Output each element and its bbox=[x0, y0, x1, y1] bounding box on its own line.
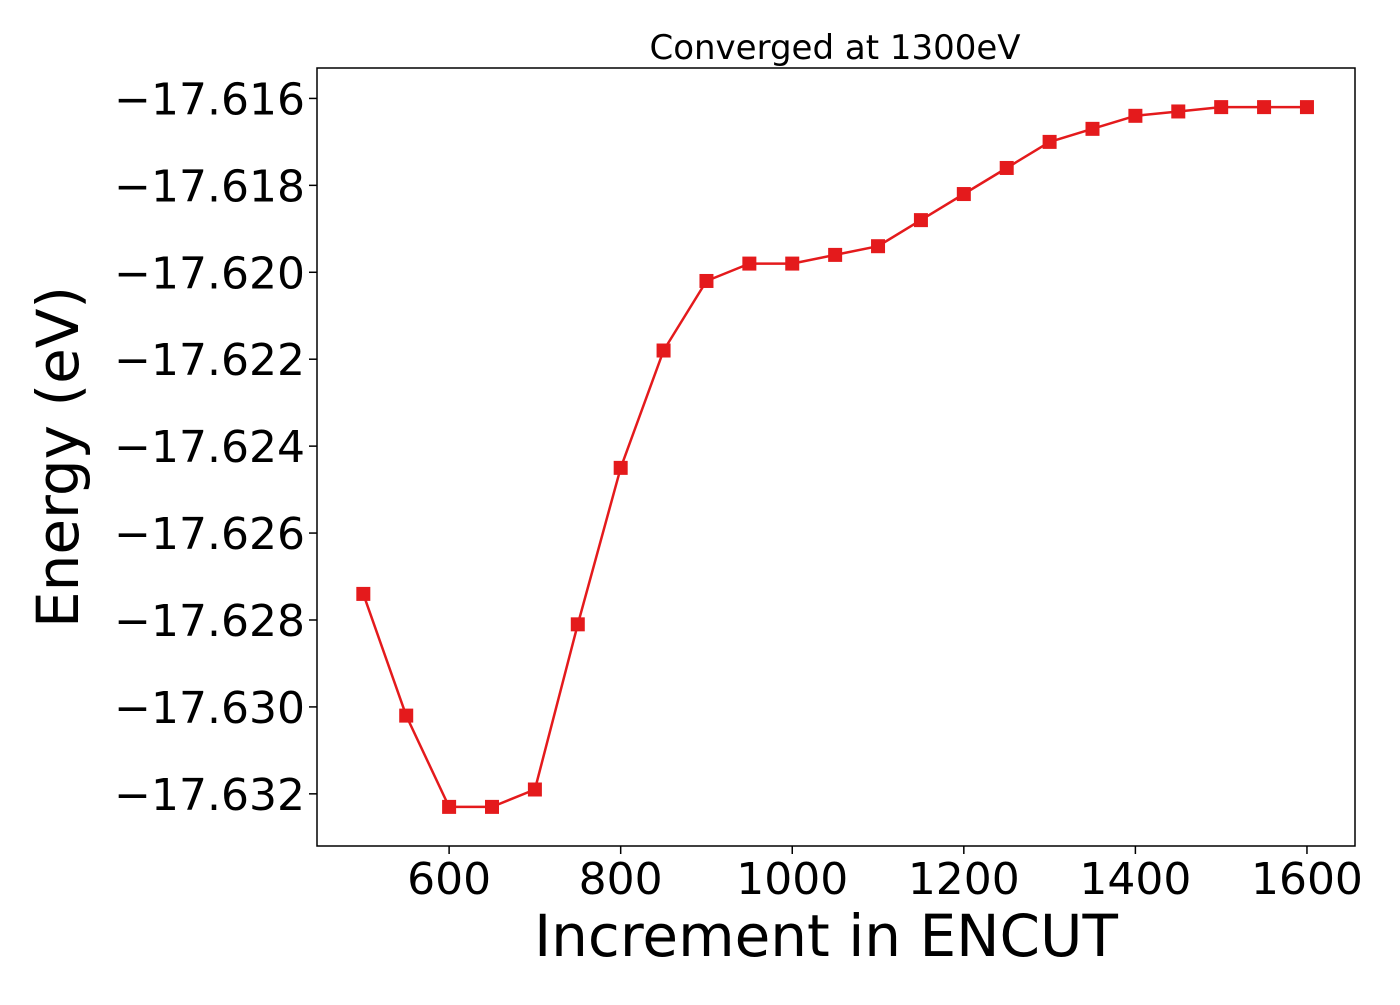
y-axis-label: Energy (eV) bbox=[24, 286, 92, 628]
x-tick-label: 1600 bbox=[1251, 854, 1363, 905]
data-point-marker bbox=[871, 239, 886, 254]
y-tick-label: −17.632 bbox=[114, 770, 305, 821]
y-tick-label: −17.628 bbox=[114, 596, 305, 647]
data-point-marker bbox=[956, 187, 971, 202]
x-tick-label: 1400 bbox=[1079, 854, 1191, 905]
y-tick-label: −17.626 bbox=[114, 509, 305, 560]
data-point-marker bbox=[1128, 108, 1143, 123]
data-point-marker bbox=[442, 799, 457, 814]
data-point-marker bbox=[1257, 100, 1272, 115]
chart-title: Converged at 1300eV bbox=[649, 28, 1020, 68]
y-tick-label: −17.616 bbox=[114, 74, 305, 125]
series-line bbox=[362, 105, 1307, 809]
data-point-marker bbox=[527, 782, 542, 797]
y-tick-label: −17.622 bbox=[114, 335, 305, 386]
y-tick-label: −17.620 bbox=[114, 248, 305, 299]
plot-area-frame bbox=[316, 67, 1356, 847]
data-point-marker bbox=[742, 256, 757, 271]
x-tick-label: 1000 bbox=[736, 854, 848, 905]
data-point-marker bbox=[785, 256, 800, 271]
data-point-marker bbox=[999, 160, 1014, 175]
series-energy bbox=[356, 100, 1314, 814]
x-tick-label: 800 bbox=[579, 854, 663, 905]
data-point-marker bbox=[570, 617, 585, 632]
data-point-marker bbox=[1085, 121, 1100, 136]
data-point-marker bbox=[1214, 100, 1229, 115]
data-point-marker bbox=[1042, 134, 1057, 149]
data-point-marker bbox=[356, 586, 371, 601]
data-point-marker bbox=[1171, 104, 1186, 119]
data-point-marker bbox=[699, 273, 714, 288]
data-point-marker bbox=[1299, 100, 1314, 115]
y-tick-label: −17.624 bbox=[114, 422, 305, 473]
x-tick-label: 1200 bbox=[908, 854, 1020, 905]
data-point-marker bbox=[613, 460, 628, 475]
data-point-marker bbox=[828, 247, 843, 262]
data-point-marker bbox=[913, 213, 928, 228]
x-tick-label: 600 bbox=[407, 854, 491, 905]
y-tick-label: −17.618 bbox=[114, 161, 305, 212]
data-point-marker bbox=[485, 799, 500, 814]
data-point-marker bbox=[399, 708, 414, 723]
x-axis-label: Increment in ENCUT bbox=[534, 902, 1118, 970]
x-axis-ticks: 600 800 1000 1200 1400 1600 bbox=[407, 846, 1363, 905]
data-point-marker bbox=[656, 343, 671, 358]
y-axis-ticks: −17.616 −17.618 −17.620 −17.622 −17.624 −17.6… bbox=[114, 74, 317, 821]
y-tick-label: −17.630 bbox=[114, 683, 305, 734]
